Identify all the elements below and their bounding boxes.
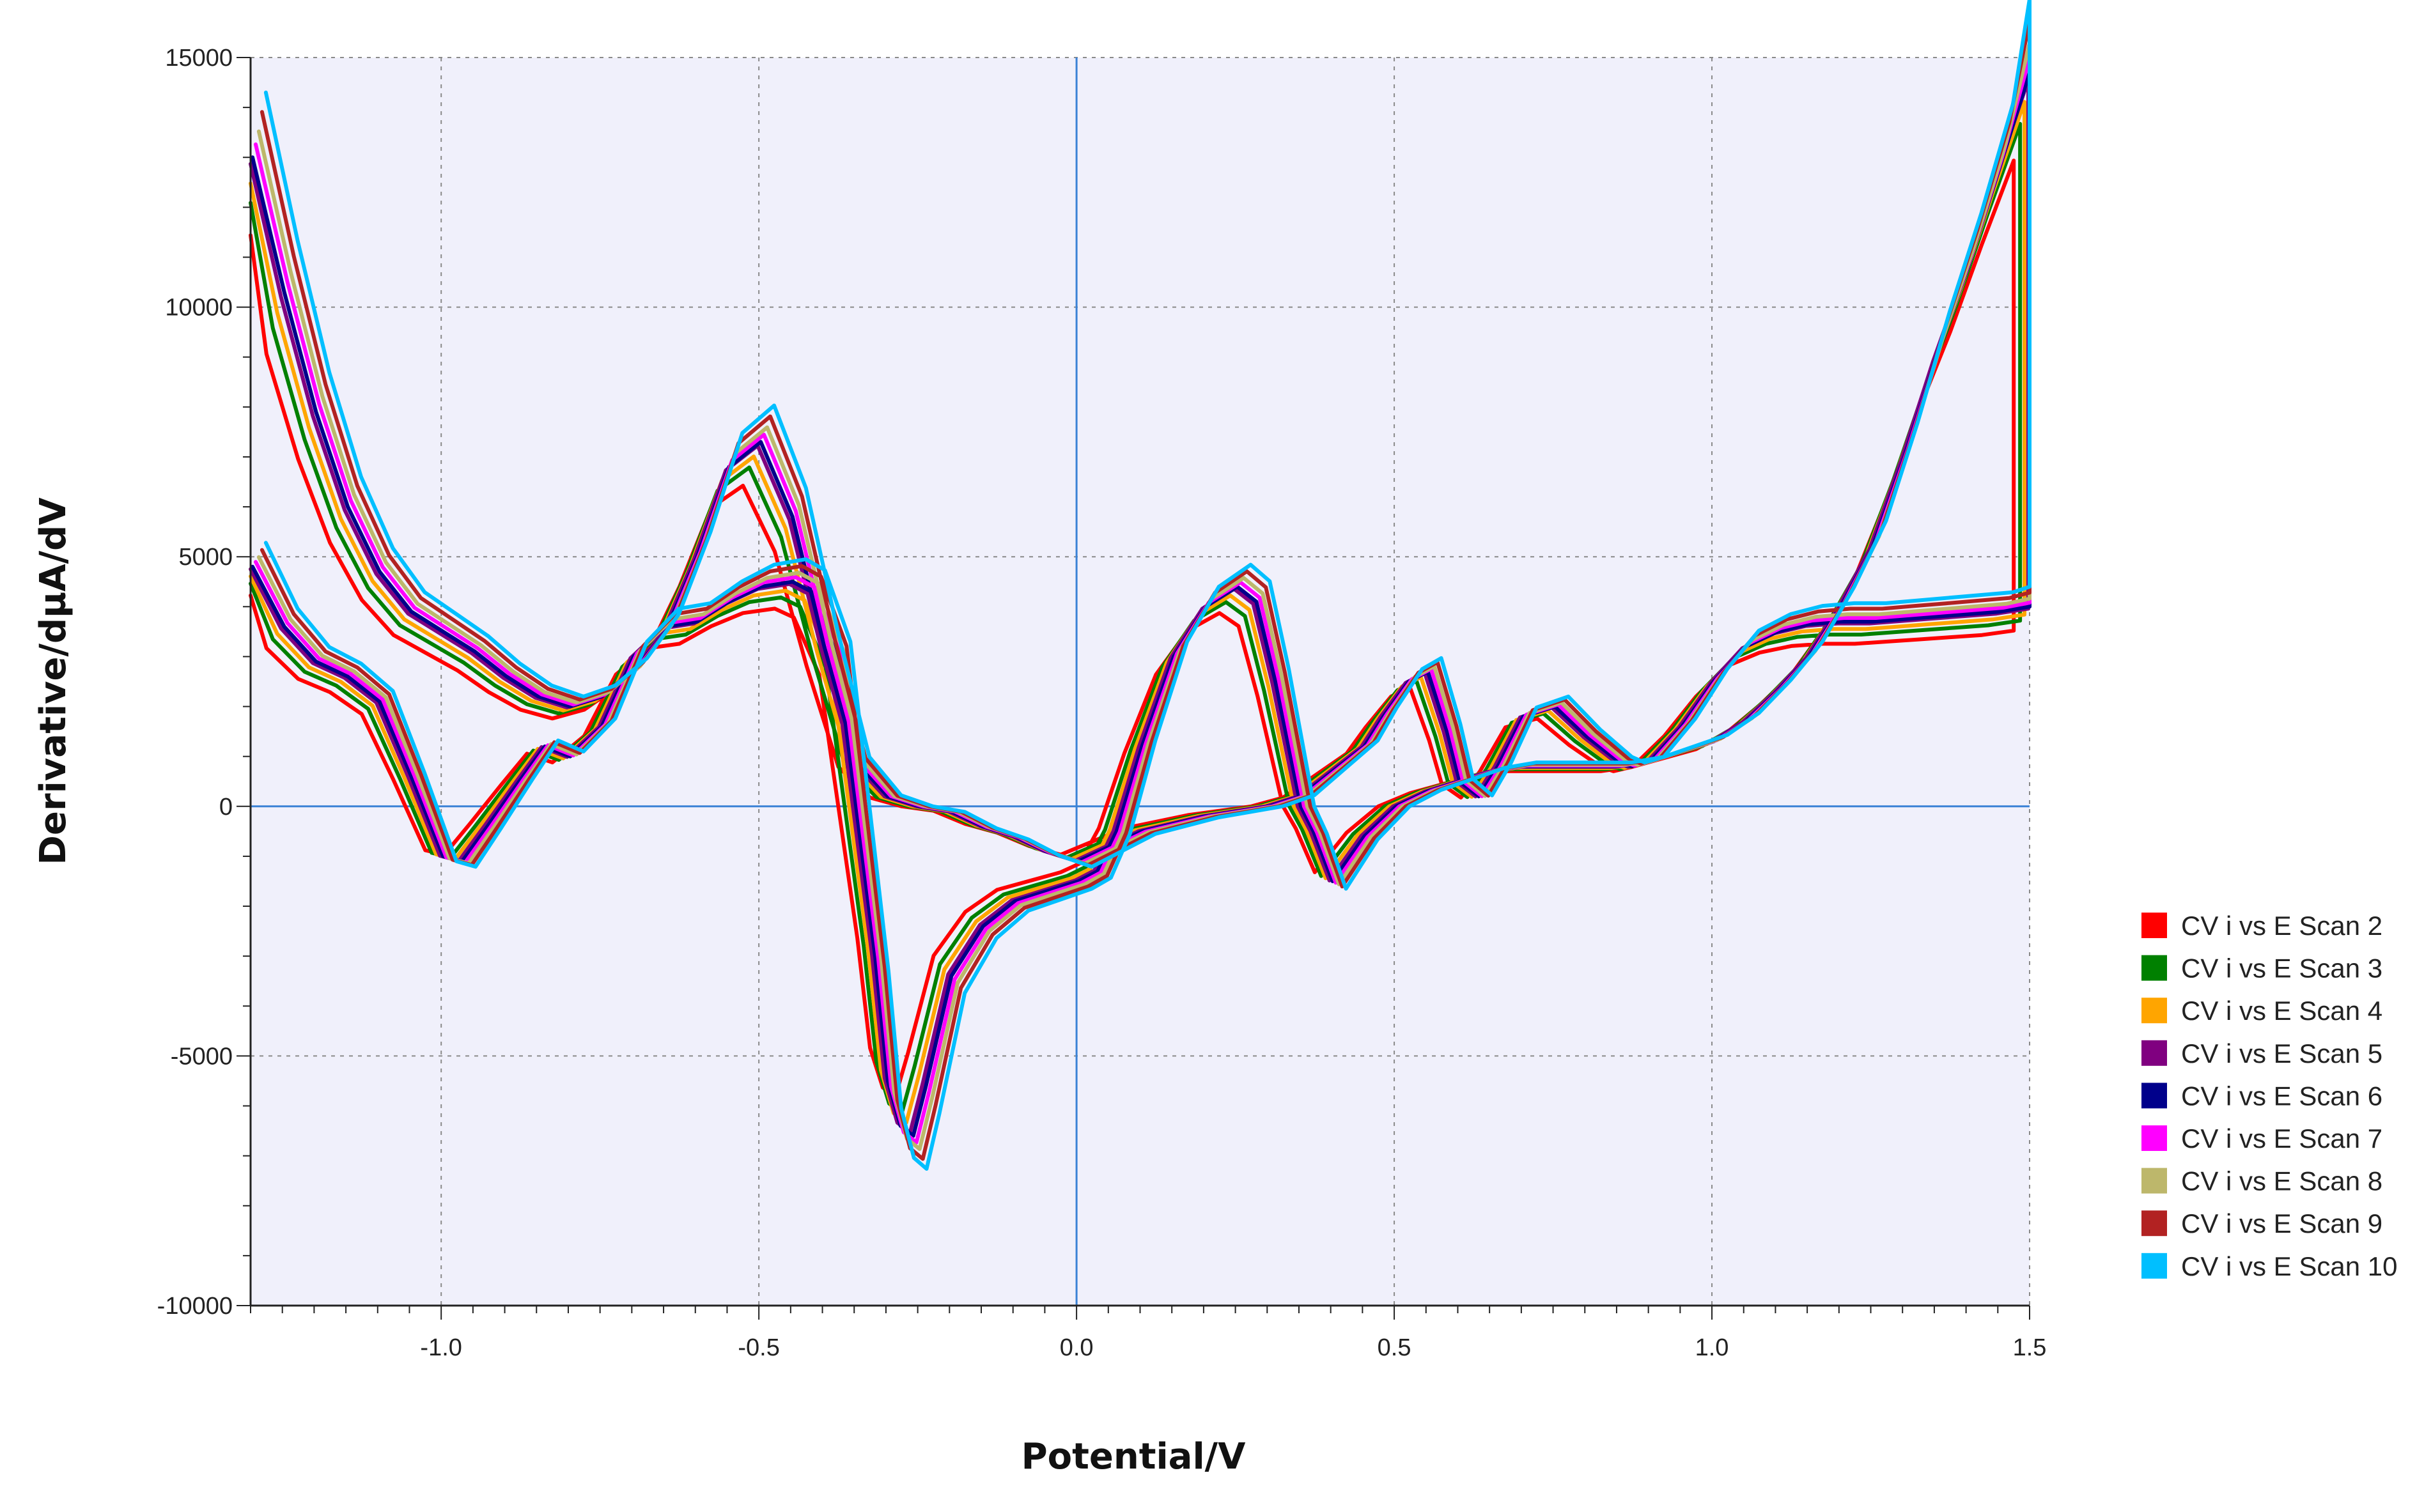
- legend-label: CV i vs E Scan 8: [2181, 1166, 2382, 1196]
- x-tick-label: -0.5: [738, 1334, 779, 1361]
- y-tick-label: 0: [219, 794, 233, 821]
- series-line: [249, 158, 2016, 1099]
- legend-label: CV i vs E Scan 7: [2181, 1123, 2382, 1153]
- y-tick-label: 15000: [165, 45, 233, 72]
- series-lines: [249, 0, 2032, 1171]
- zero-lines: [251, 58, 2030, 1306]
- legend: CV i vs E Scan 2 CV i vs E Scan 3 CV i vs …: [2141, 911, 2397, 1281]
- y-tick-label: -10000: [157, 1293, 233, 1320]
- legend-label: CV i vs E Scan 9: [2181, 1208, 2382, 1238]
- axes: [237, 57, 2030, 1320]
- legend-label: CV i vs E Scan 6: [2181, 1081, 2382, 1111]
- legend-swatch: [2141, 998, 2167, 1024]
- x-tick-label: 0.0: [1060, 1334, 1094, 1361]
- x-axis-title: Potential/V: [1022, 1436, 1247, 1477]
- y-tick-label: 5000: [178, 544, 233, 571]
- legend-swatch: [2141, 1125, 2167, 1151]
- tick-labels: -1.0 -0.5 0.0 0.5 1.0 1.5 -10000 -5000 0 5000 1000…: [157, 45, 2047, 1361]
- legend-swatch: [2141, 1083, 2167, 1109]
- y-tick-label: 10000: [165, 295, 233, 321]
- legend-swatch: [2141, 1040, 2167, 1066]
- legend-swatch: [2141, 1168, 2167, 1194]
- y-tick-label: -5000: [171, 1043, 233, 1070]
- legend-swatch: [2141, 1210, 2167, 1237]
- legend-label: CV i vs E Scan 10: [2181, 1251, 2397, 1281]
- legend-label: CV i vs E Scan 2: [2181, 911, 2382, 941]
- y-axis-title: Derivative/dµA/dV: [33, 497, 74, 865]
- x-tick-label: 1.0: [1695, 1334, 1729, 1361]
- legend-label: CV i vs E Scan 3: [2181, 953, 2382, 984]
- legend-label: CV i vs E Scan 5: [2181, 1038, 2382, 1068]
- series-line: [263, 0, 2032, 1171]
- legend-swatch: [2141, 913, 2167, 938]
- x-tick-label: -1.0: [420, 1334, 462, 1361]
- x-tick-label: 1.5: [2013, 1334, 2047, 1361]
- legend-swatch: [2141, 955, 2167, 981]
- legend-swatch: [2141, 1253, 2167, 1279]
- legend-label: CV i vs E Scan 4: [2181, 996, 2382, 1026]
- x-tick-label: 0.5: [1378, 1334, 1411, 1361]
